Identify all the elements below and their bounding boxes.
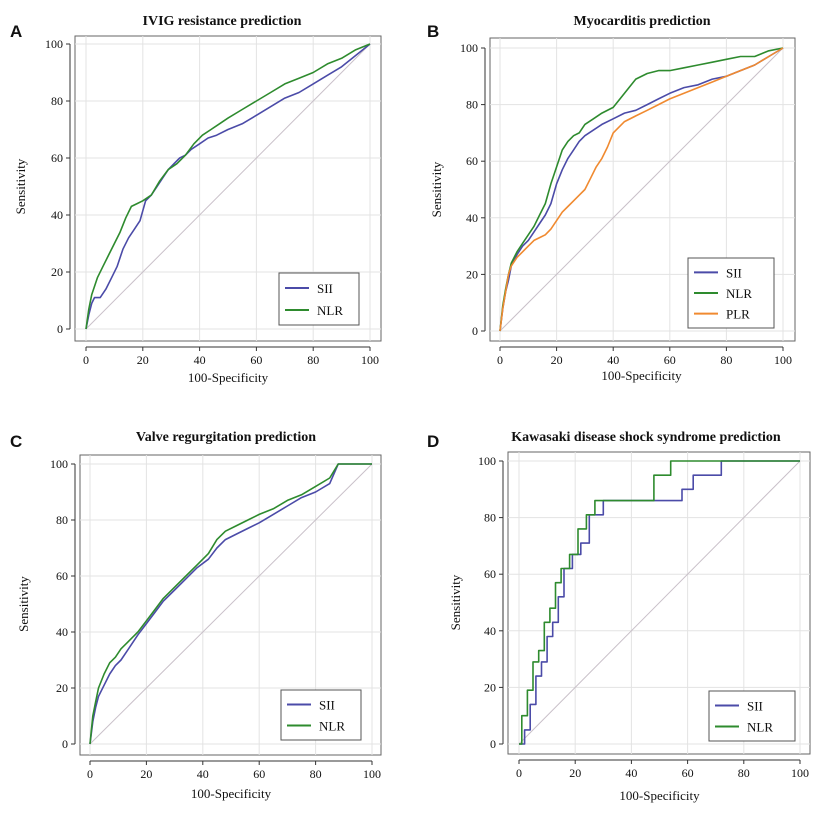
y-tick-label: 20 (51, 265, 63, 279)
reference-diagonal (518, 460, 801, 745)
y-tick-label: 20 (484, 680, 496, 694)
x-tick-label: 0 (497, 353, 503, 367)
x-tick-label: 80 (310, 767, 322, 781)
legend-label: NLR (319, 719, 345, 734)
panel-letter: D (427, 432, 439, 451)
y-tick-label: 100 (478, 454, 496, 468)
y-tick-label: 80 (466, 98, 478, 112)
x-tick-label: 60 (682, 766, 694, 780)
legend: SII NLR (708, 690, 796, 742)
reference-diagonal (89, 463, 373, 745)
panel-letter: A (10, 22, 22, 41)
legend-label: SII (747, 699, 763, 714)
x-tick-label: 40 (197, 767, 209, 781)
y-tick-label: 0 (472, 324, 478, 338)
y-tick-label: 0 (62, 737, 68, 751)
legend: SII NLR (280, 689, 362, 741)
x-tick-label: 100 (361, 353, 379, 367)
x-tick-label: 100 (363, 767, 381, 781)
x-tick-label: 60 (664, 353, 676, 367)
series-line-plr (499, 47, 784, 332)
y-tick-label: 60 (466, 154, 478, 168)
x-tick-label: 40 (194, 353, 206, 367)
panel-c: C Valve regurgitation prediction 0 0 20 20 40 4… (10, 430, 382, 801)
legend-label: PLR (726, 307, 750, 322)
legend-box (278, 272, 360, 326)
x-tick-label: 100 (774, 353, 792, 367)
y-tick-label: 80 (484, 511, 496, 525)
chart-title: IVIG resistance prediction (143, 14, 302, 29)
series-line-sii (89, 463, 372, 745)
x-axis-title: 100-Specificity (601, 368, 682, 383)
y-tick-label: 40 (56, 625, 68, 639)
chart-title: Kawasaki disease shock syndrome predicti… (511, 430, 781, 445)
x-tick-label: 60 (250, 353, 262, 367)
x-tick-label: 80 (307, 353, 319, 367)
legend-label: NLR (747, 720, 773, 735)
y-tick-label: 100 (45, 37, 63, 51)
legend-label: SII (319, 698, 335, 713)
y-tick-label: 60 (51, 151, 63, 165)
x-tick-label: 40 (625, 766, 637, 780)
chart-title: Valve regurgitation prediction (136, 430, 316, 445)
y-tick-label: 100 (50, 457, 68, 471)
y-axis-title: Sensitivity (429, 161, 444, 217)
x-tick-label: 80 (720, 353, 732, 367)
legend-label: NLR (317, 303, 343, 318)
x-axis-title: 100-Specificity (619, 788, 700, 803)
y-tick-label: 20 (56, 681, 68, 695)
y-axis-title: Sensitivity (13, 158, 28, 214)
y-tick-label: 0 (490, 737, 496, 751)
x-tick-label: 0 (87, 767, 93, 781)
y-tick-label: 40 (466, 211, 478, 225)
series-line-nlr (89, 463, 372, 745)
x-tick-label: 60 (253, 767, 265, 781)
legend-box (708, 690, 796, 742)
legend: SII NLR PLR (687, 257, 775, 329)
y-tick-label: 80 (51, 94, 63, 108)
y-tick-label: 100 (460, 41, 478, 55)
y-tick-label: 40 (51, 208, 63, 222)
x-tick-label: 0 (516, 766, 522, 780)
panel-letter: C (10, 432, 22, 451)
y-tick-label: 60 (484, 567, 496, 581)
legend: SII NLR (278, 272, 360, 326)
y-tick-label: 80 (56, 513, 68, 527)
series-line-sii (499, 47, 784, 332)
x-tick-label: 20 (140, 767, 152, 781)
x-tick-label: 100 (791, 766, 809, 780)
y-axis-title: Sensitivity (448, 574, 463, 630)
legend-label: SII (317, 281, 333, 296)
series-line-nlr (85, 43, 371, 330)
legend-label: SII (726, 265, 742, 280)
panel-a: A IVIG resistance prediction 0 0 20 20 40 40 60 6… (10, 14, 382, 385)
x-tick-label: 20 (551, 353, 563, 367)
series-line-nlr (499, 47, 784, 332)
panel-letter: B (427, 22, 439, 41)
x-tick-label: 0 (83, 353, 89, 367)
series-line-sii (85, 43, 371, 330)
reference-diagonal (499, 47, 784, 332)
reference-diagonal (85, 43, 371, 330)
y-tick-label: 20 (466, 267, 478, 281)
x-tick-label: 20 (569, 766, 581, 780)
series-line-nlr (519, 460, 800, 745)
y-tick-label: 0 (57, 322, 63, 336)
x-tick-label: 80 (738, 766, 750, 780)
chart-title: Myocarditis prediction (573, 14, 710, 29)
y-axis-title: Sensitivity (16, 576, 31, 632)
x-axis-title: 100-Specificity (191, 786, 272, 801)
x-axis-title: 100-Specificity (188, 370, 269, 385)
y-tick-label: 60 (56, 569, 68, 583)
x-tick-label: 20 (137, 353, 149, 367)
y-tick-label: 40 (484, 624, 496, 638)
panel-d: D Kawasaki disease shock syndrome predict… (427, 430, 811, 803)
legend-label: NLR (726, 286, 752, 301)
legend-box (280, 689, 362, 741)
panel-b: B Myocarditis prediction 0 0 20 20 40 40 60 60 80 8… (427, 14, 796, 383)
x-tick-label: 40 (607, 353, 619, 367)
